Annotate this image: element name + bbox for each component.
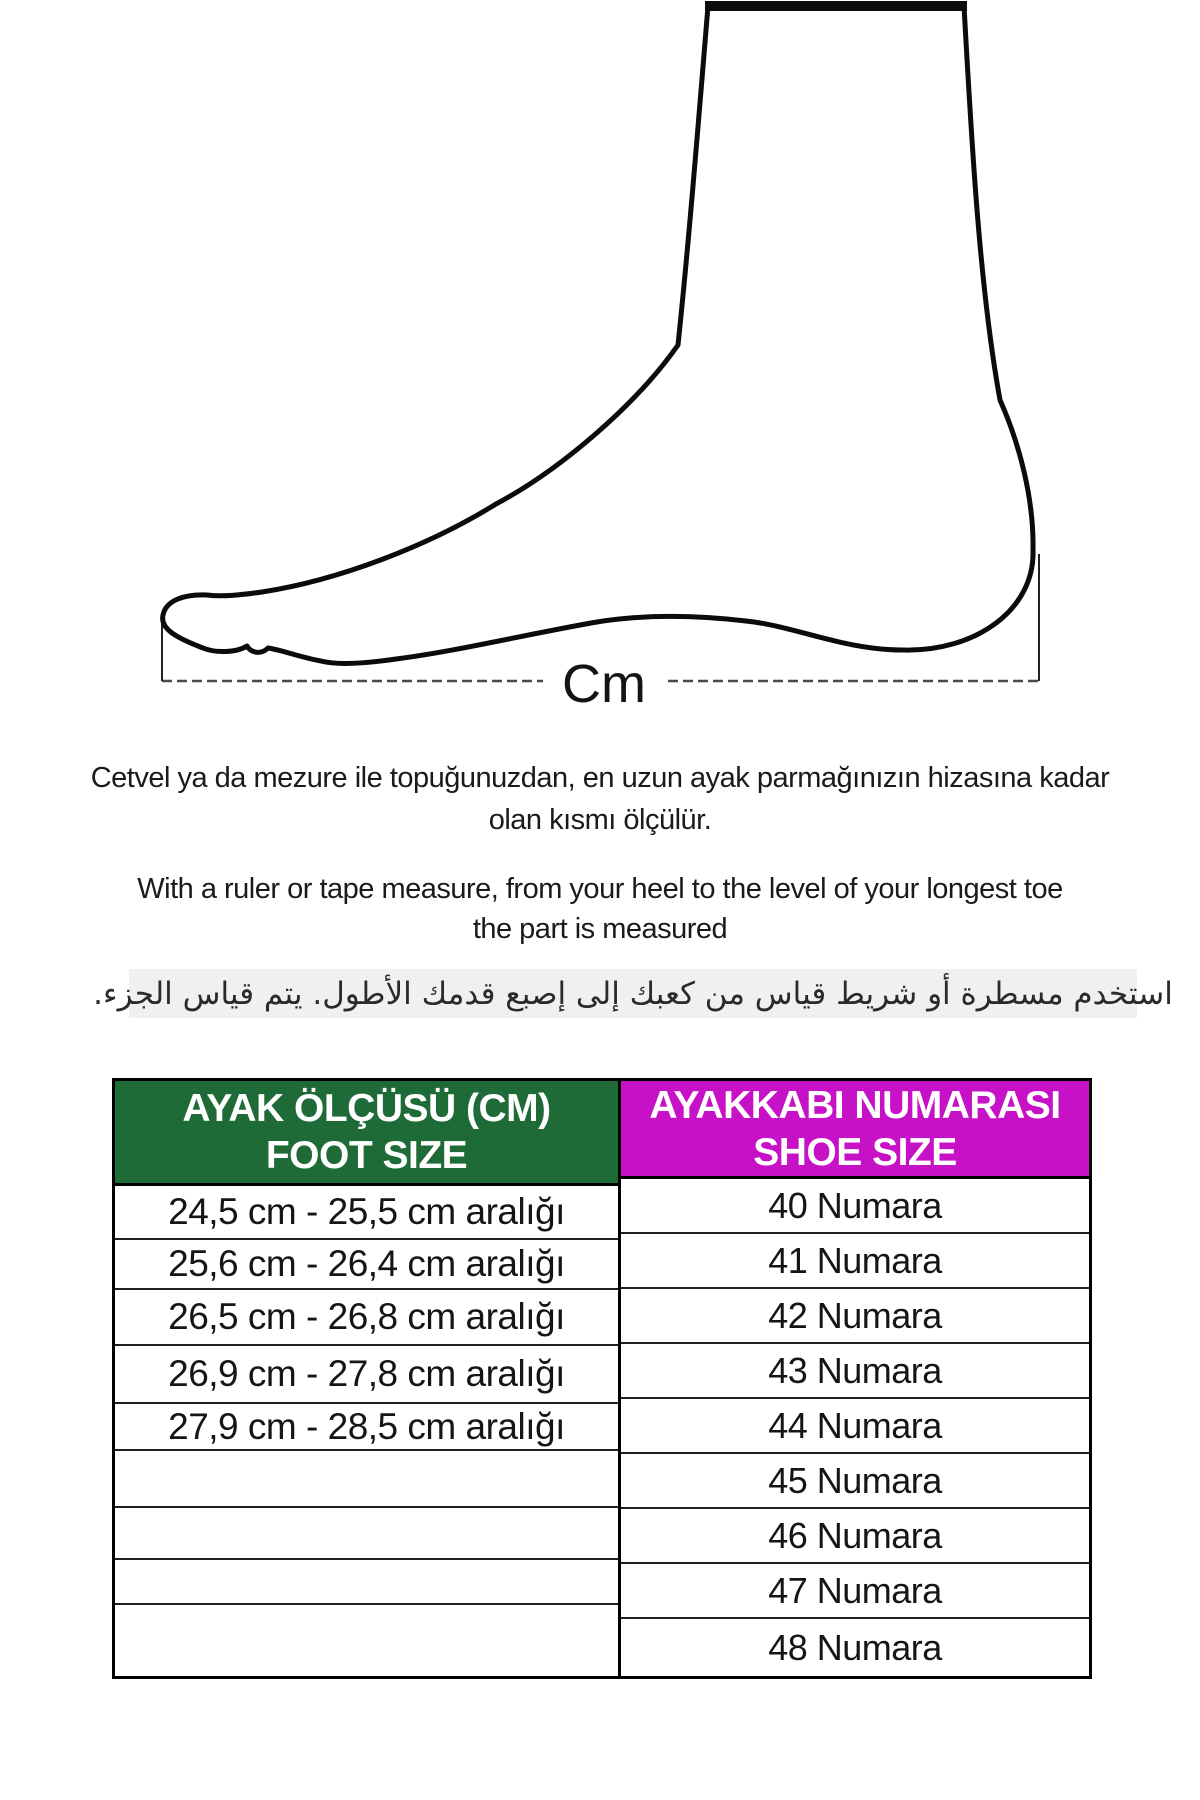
instruction-english-line2: the part is measured <box>472 913 728 945</box>
foot-size-cell-empty <box>115 1451 618 1508</box>
shoe-size-cell: 40 Numara <box>621 1179 1089 1234</box>
shoe-size-cell: 47 Numara <box>621 1564 1089 1619</box>
shoe-size-header: AYAKKABI NUMARASI SHOE SIZE <box>621 1081 1089 1179</box>
foot-size-column: AYAK ÖLÇÜSÜ (CM) FOOT SIZE 24,5 cm - 25,… <box>115 1081 621 1676</box>
foot-size-cell: 26,5 cm - 26,8 cm aralığı <box>115 1290 618 1346</box>
instruction-turkish-line2: olan kısmı ölçülür. <box>488 804 712 836</box>
shoe-size-cell: 43 Numara <box>621 1344 1089 1399</box>
foot-size-cell-empty <box>115 1560 618 1605</box>
shoe-size-cell: 45 Numara <box>621 1454 1089 1509</box>
instruction-english-line1: With a ruler or tape measure, from your … <box>137 873 1063 905</box>
size-table: AYAK ÖLÇÜSÜ (CM) FOOT SIZE 24,5 cm - 25,… <box>112 1078 1092 1679</box>
shoe-size-cell: 44 Numara <box>621 1399 1089 1454</box>
foot-size-cell: 24,5 cm - 25,5 cm aralığı <box>115 1186 618 1240</box>
foot-size-cell: 26,9 cm - 27,8 cm aralığı <box>115 1346 618 1404</box>
foot-measurement-diagram: Cm <box>160 1 1040 714</box>
foot-size-header-line2: FOOT SIZE <box>265 1134 468 1177</box>
instruction-arabic: استخدم مسطرة أو شريط قياس من كعبك إلى إص… <box>93 969 1173 1018</box>
shoe-size-column: AYAKKABI NUMARASI SHOE SIZE 40 Numara 41… <box>621 1081 1089 1676</box>
instruction-turkish-line1: Cetvel ya da mezure ile topuğunuzdan, en… <box>90 762 1110 794</box>
shoe-size-cell: 46 Numara <box>621 1509 1089 1564</box>
cm-label: Cm <box>562 654 646 714</box>
shoe-size-cell: 42 Numara <box>621 1289 1089 1344</box>
instruction-turkish: Cetvel ya da mezure ile topuğunuzdan, en… <box>0 757 1200 841</box>
foot-size-header-line1: AYAK ÖLÇÜSÜ (CM) <box>182 1087 551 1130</box>
foot-size-cell: 27,9 cm - 28,5 cm aralığı <box>115 1404 618 1451</box>
foot-size-cell-empty <box>115 1508 618 1560</box>
foot-size-cell-empty <box>115 1605 618 1675</box>
shoe-size-cell: 48 Numara <box>768 1626 942 1668</box>
instruction-english: With a ruler or tape measure, from your … <box>0 869 1200 949</box>
foot-size-header: AYAK ÖLÇÜSÜ (CM) FOOT SIZE <box>115 1081 618 1186</box>
shoe-size-cell: 41 Numara <box>621 1234 1089 1289</box>
shoe-size-header-line2: SHOE SIZE <box>753 1130 957 1174</box>
foot-outline <box>160 3 1036 666</box>
foot-size-cell: 25,6 cm - 26,4 cm aralığı <box>115 1240 618 1290</box>
shoe-size-header-line1: AYAKKABI NUMARASI <box>649 1083 1061 1127</box>
